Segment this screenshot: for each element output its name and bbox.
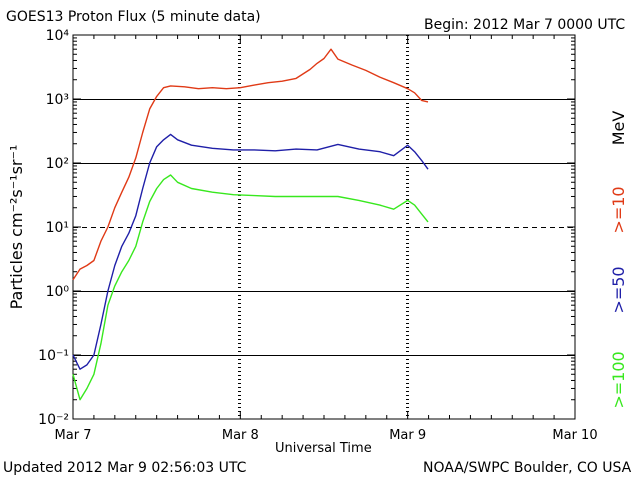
begin-time: Begin: 2012 Mar 7 0000 UTC	[424, 17, 626, 33]
y-tick-label: 10⁻¹	[38, 348, 69, 364]
legend-unit-label: MeV	[609, 111, 628, 146]
legend-label-ge50: >=50	[609, 266, 628, 313]
y-tick-label: 10⁴	[46, 28, 70, 44]
x-axis-label: Universal Time	[275, 441, 372, 456]
y-tick-label: 10²	[46, 156, 69, 172]
chart-title: GOES13 Proton Flux (5 minute data)	[6, 9, 261, 25]
updated-timestamp: Updated 2012 Mar 9 02:56:03 UTC	[3, 460, 247, 476]
y-tick-label: 10³	[46, 92, 69, 108]
series-line-ge50	[72, 133, 429, 370]
series-line-ge10	[72, 48, 429, 281]
y-axis-label: Particles cm⁻²s⁻¹sr⁻¹	[7, 145, 26, 310]
credit-text: NOAA/SWPC Boulder, CO USA	[423, 460, 632, 476]
legend-label-ge10: >=10	[609, 186, 628, 233]
y-tick-label: 10⁻²	[38, 412, 69, 428]
x-tick-label: Mar 10	[552, 428, 597, 443]
x-tick-label: Mar 7	[55, 428, 92, 443]
y-tick-label: 10¹	[46, 220, 69, 236]
series-line-ge100	[72, 174, 429, 401]
legend-label-ge100: >=100	[609, 351, 628, 408]
x-tick-label: Mar 8	[222, 428, 259, 443]
y-tick-label: 10⁰	[46, 284, 70, 300]
x-tick-label: Mar 9	[389, 428, 426, 443]
